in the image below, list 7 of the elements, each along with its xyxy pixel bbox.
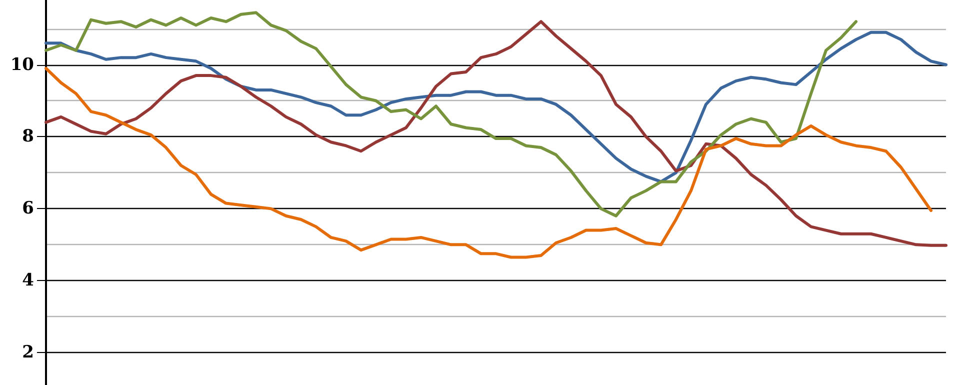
- y-tick-label: 10: [10, 54, 34, 75]
- y-tick-label: 6: [22, 198, 34, 219]
- y-tick-label: 4: [22, 270, 34, 291]
- y-tick-label: 2: [22, 342, 34, 363]
- line-series: [44, 66, 932, 259]
- y-tick-label: 8: [22, 126, 34, 147]
- line-series: [44, 11, 858, 218]
